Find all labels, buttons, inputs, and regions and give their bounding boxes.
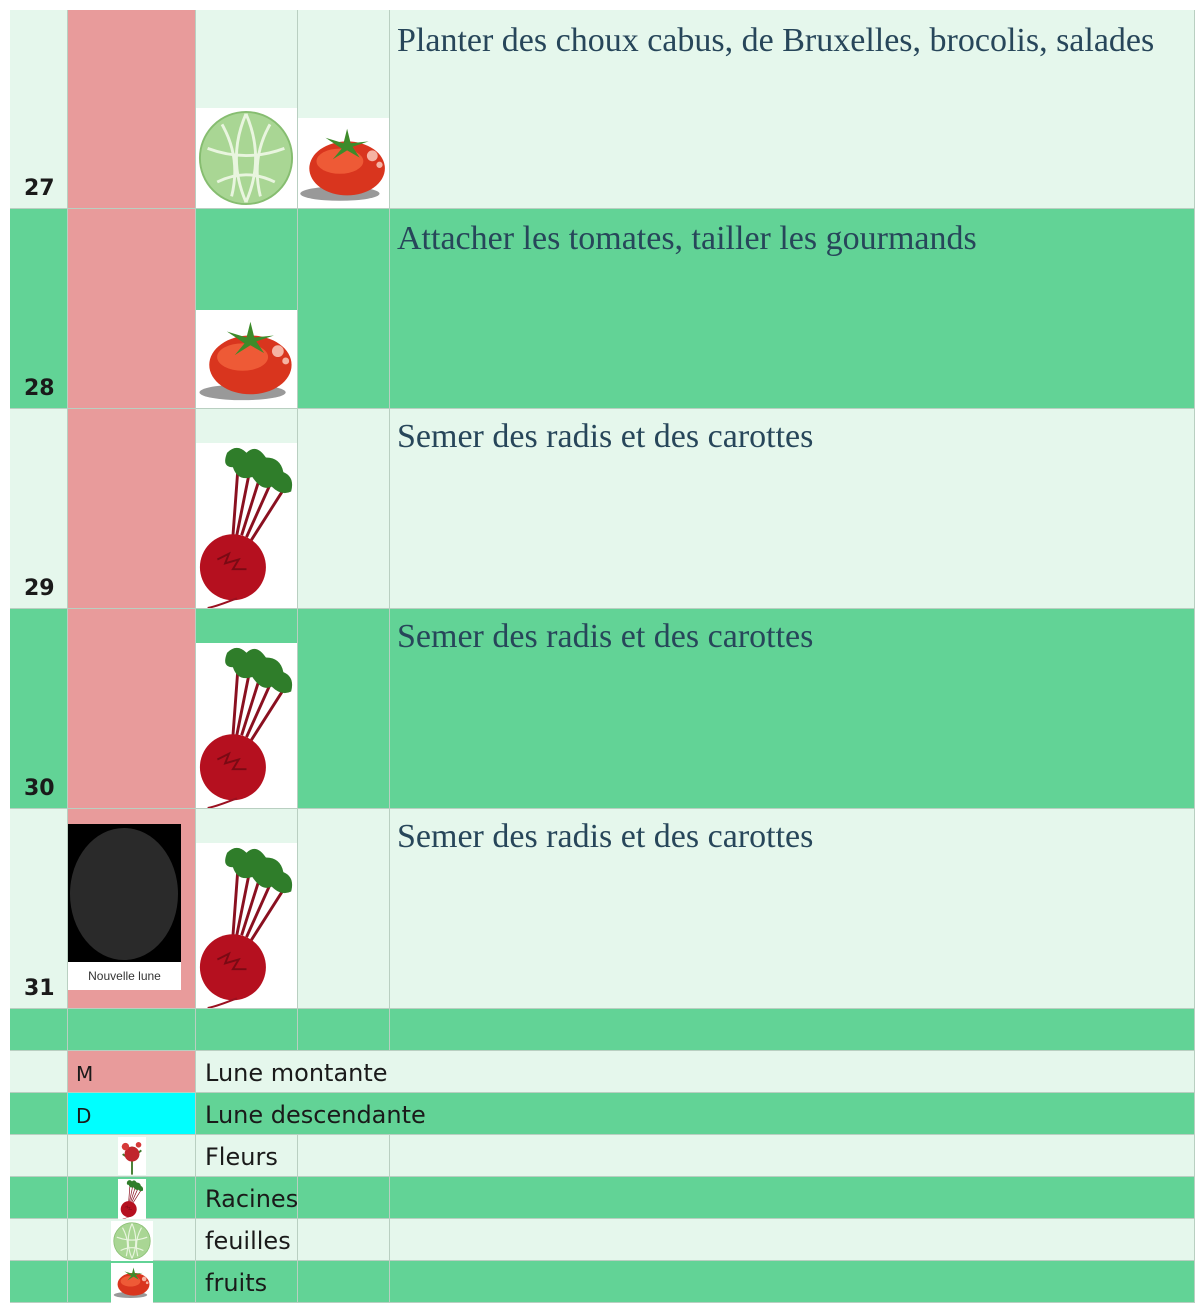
cell	[68, 1051, 196, 1093]
cell	[196, 1219, 298, 1261]
cell	[298, 1261, 390, 1303]
cell	[10, 1093, 68, 1135]
cell	[10, 1135, 68, 1177]
day: 28	[24, 376, 55, 401]
cabbage-icon	[196, 108, 297, 208]
cell	[390, 1219, 1195, 1261]
task: Attacher les tomates, tailler les gourma…	[397, 220, 977, 257]
legend-label: Lune descendante	[205, 1101, 426, 1129]
cell	[390, 1177, 1195, 1219]
cell	[298, 1219, 390, 1261]
task: Planter des choux cabus, de Bruxelles, b…	[397, 22, 1155, 59]
cell	[298, 209, 390, 409]
legend-label: Racines	[205, 1185, 299, 1213]
cell	[10, 1051, 68, 1093]
beet-icon	[196, 443, 297, 608]
cell	[298, 609, 390, 809]
legend-code: M	[76, 1062, 94, 1086]
cell	[390, 209, 1195, 409]
cell	[10, 409, 68, 609]
cell	[196, 1093, 1195, 1135]
cell	[298, 1177, 390, 1219]
cell	[10, 209, 68, 409]
day: 31	[24, 976, 55, 1001]
cell	[68, 209, 196, 409]
cell	[298, 809, 390, 1009]
cell	[390, 809, 1195, 1009]
cell	[68, 1009, 196, 1051]
cell	[390, 609, 1195, 809]
task: Semer des radis et des carottes	[397, 618, 814, 655]
cell	[390, 1009, 1195, 1051]
cell	[196, 1135, 298, 1177]
task: Semer des radis et des carottes	[397, 818, 814, 855]
legend-code: D	[76, 1104, 92, 1128]
cell	[10, 1177, 68, 1219]
cell	[10, 809, 68, 1009]
tomato-icon	[196, 310, 297, 408]
cell	[10, 1009, 68, 1051]
cell	[390, 1135, 1195, 1177]
day: 29	[24, 576, 55, 601]
cell	[390, 409, 1195, 609]
legend-label: Lune montante	[205, 1059, 388, 1087]
cell	[390, 1261, 1195, 1303]
cell	[298, 1009, 390, 1051]
tomato-icon	[298, 118, 389, 208]
legend-label: Fleurs	[205, 1143, 278, 1171]
flower-icon	[118, 1137, 146, 1175]
day: 27	[24, 176, 55, 201]
moon-image	[68, 824, 181, 962]
tomato-icon	[111, 1263, 153, 1303]
day: 30	[24, 776, 55, 801]
cabbage-icon	[111, 1221, 153, 1261]
cell	[196, 1009, 298, 1051]
task: Semer des radis et des carottes	[397, 418, 814, 455]
cell	[68, 409, 196, 609]
cell	[298, 409, 390, 609]
cell	[10, 10, 68, 209]
cell	[68, 10, 196, 209]
cell	[196, 1051, 1195, 1093]
moon-caption: Nouvelle lune	[68, 962, 181, 990]
cell	[10, 609, 68, 809]
cell	[10, 1219, 68, 1261]
beet-icon	[118, 1179, 146, 1219]
cell	[390, 10, 1195, 209]
cell	[298, 1135, 390, 1177]
cell	[196, 1177, 298, 1219]
legend-label: fruits	[205, 1269, 268, 1297]
cell	[10, 1261, 68, 1303]
beet-icon	[196, 643, 297, 808]
beet-icon	[196, 843, 297, 1008]
cell	[68, 609, 196, 809]
legend-label: feuilles	[205, 1227, 291, 1255]
cell	[68, 1093, 196, 1135]
